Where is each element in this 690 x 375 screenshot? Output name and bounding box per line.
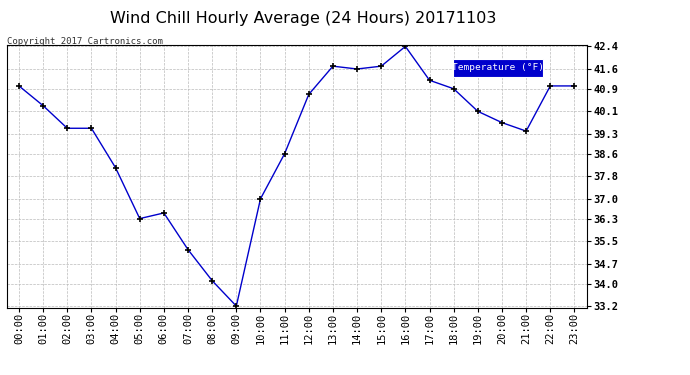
FancyBboxPatch shape (453, 59, 543, 76)
Text: Temperature (°F): Temperature (°F) (452, 63, 544, 72)
Text: Copyright 2017 Cartronics.com: Copyright 2017 Cartronics.com (7, 38, 163, 46)
Text: Wind Chill Hourly Average (24 Hours) 20171103: Wind Chill Hourly Average (24 Hours) 201… (110, 11, 497, 26)
